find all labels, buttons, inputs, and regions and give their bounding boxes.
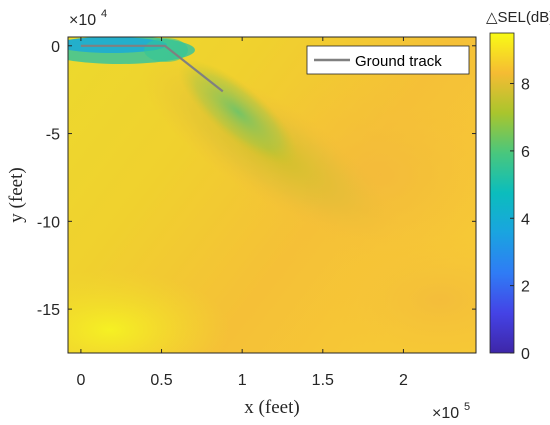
y-tick-label: -15 [37, 302, 60, 319]
colorbar-tick-label: 2 [521, 279, 530, 296]
legend: Ground track [306, 45, 470, 75]
heatmap-field [68, 37, 476, 353]
x-tick-label: 2 [399, 372, 408, 389]
colorbar-tick-label: 0 [521, 346, 530, 363]
colorbar-title: △SEL(dB) [486, 9, 550, 26]
x-tick-label: 1.5 [312, 372, 334, 389]
y-exponent-label: ×10 [69, 12, 96, 29]
colorbar-tick-label: 4 [521, 211, 530, 228]
x-tick-label: 1 [238, 372, 247, 389]
colorbar-tick-label: 6 [521, 144, 530, 161]
y-axis-label: y (feet) [6, 167, 27, 222]
legend-label: Ground track [355, 53, 442, 70]
ground-track-series [80, 44, 224, 93]
x-tick-label: 0.5 [150, 372, 172, 389]
axis-ticks: 0 0.5 1 1.5 2 0 -5 -10 -15 [37, 37, 476, 389]
y-tick-label: 0 [51, 39, 60, 56]
x-tick-label: 0 [76, 372, 85, 389]
colorbar: △SEL(dB) 0 2 4 6 8 [486, 9, 550, 363]
y-tick-label: -5 [46, 127, 60, 144]
y-exponent-power: 4 [101, 8, 107, 20]
colorbar-gradient [489, 32, 515, 354]
x-axis-label: x (feet) [244, 397, 299, 418]
x-exponent-power: 5 [464, 401, 470, 413]
colorbar-tick-label: 8 [521, 77, 530, 94]
colorbar-ticks: 0 2 4 6 8 [510, 77, 530, 363]
ground-track-line [80, 44, 224, 93]
axes-frame [67, 36, 477, 354]
x-exponent-label: ×10 [432, 405, 459, 422]
y-tick-label: -10 [37, 214, 60, 231]
